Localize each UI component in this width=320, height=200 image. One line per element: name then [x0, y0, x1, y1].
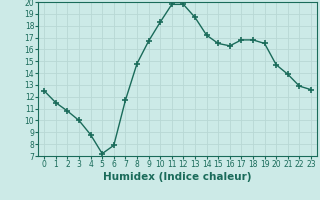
X-axis label: Humidex (Indice chaleur): Humidex (Indice chaleur) [103, 172, 252, 182]
